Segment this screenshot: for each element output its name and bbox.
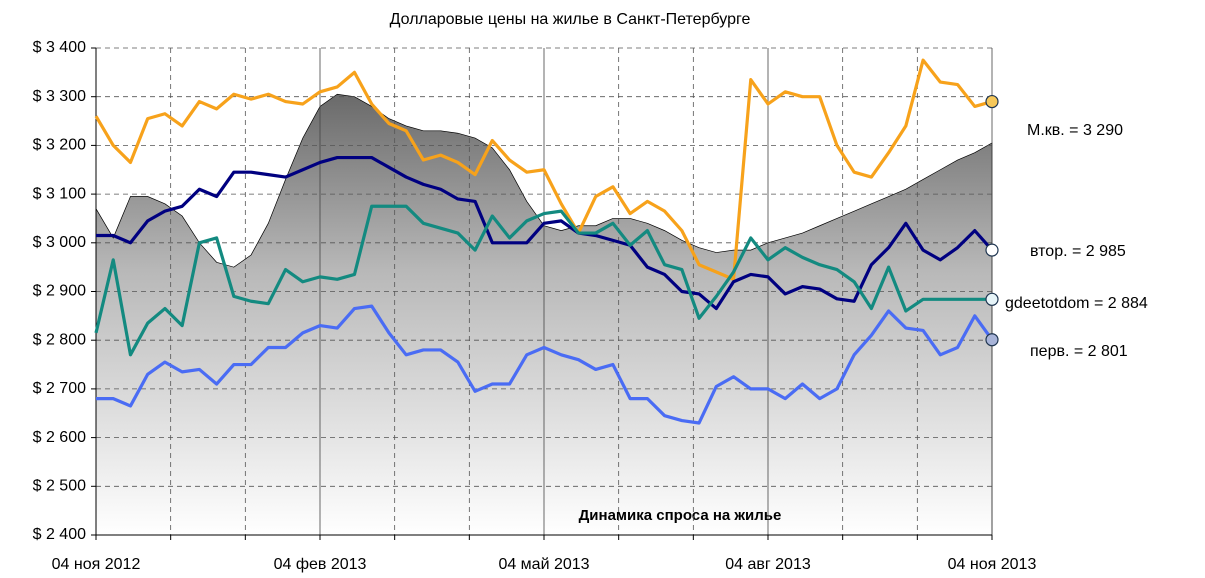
- series-line: [96, 155, 994, 311]
- series-line: [94, 58, 993, 281]
- y-tick-label: $ 3 400: [33, 39, 86, 56]
- y-tick-label: $ 3 200: [33, 137, 86, 154]
- y-tick-label: $ 2 400: [33, 526, 86, 543]
- series-label: втор. = 2 985: [1030, 243, 1126, 260]
- end-marker: [985, 333, 999, 347]
- x-tick-label: 04 авг 2013: [725, 556, 811, 573]
- y-tick-label: $ 2 900: [33, 283, 86, 300]
- end-marker: [985, 94, 999, 109]
- series-label: перв. = 2 801: [1030, 343, 1128, 360]
- series-line: [94, 204, 992, 357]
- series-label: gdeetotdom = 2 884: [1005, 295, 1148, 312]
- x-tick-label: 04 май 2013: [498, 556, 589, 573]
- series-label: М.кв. = 3 290: [1027, 122, 1123, 139]
- y-tick-label: $ 3 300: [33, 88, 86, 105]
- y-tick-label: $ 3 000: [33, 234, 86, 251]
- end-marker: [985, 292, 999, 306]
- y-tick-label: $ 2 600: [33, 429, 86, 446]
- end-marker: [985, 243, 999, 257]
- y-tick-label: $ 2 700: [33, 380, 86, 397]
- y-tick-label: $ 3 100: [33, 185, 86, 202]
- y-tick-label: $ 2 800: [33, 331, 86, 348]
- x-tick-label: 04 ноя 2013: [948, 556, 1037, 573]
- x-tick-label: 04 ноя 2012: [52, 556, 141, 573]
- area-label: Динамика спроса на жилье: [579, 507, 782, 524]
- series-line: [96, 304, 994, 425]
- y-tick-label: $ 2 500: [33, 478, 86, 495]
- chart-title: Долларовые цены на жилье в Санкт-Петербу…: [390, 11, 751, 28]
- x-tick-label: 04 фев 2013: [274, 556, 367, 573]
